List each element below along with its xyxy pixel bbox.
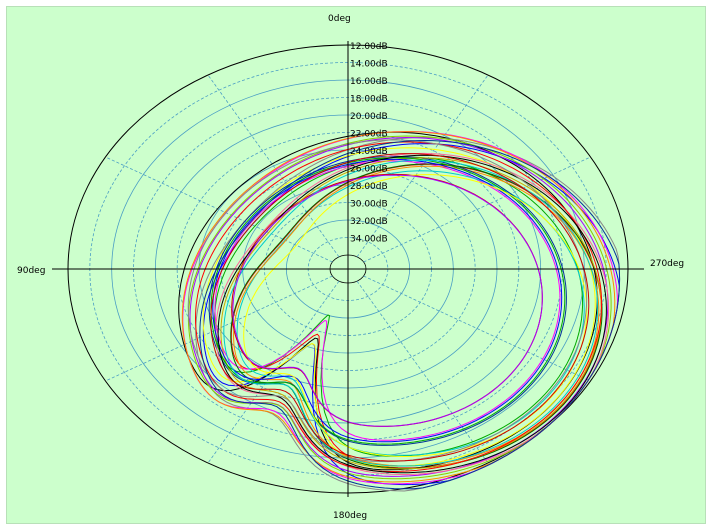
ring-label-28db: 28.00dB bbox=[350, 182, 388, 192]
ring-label-16db: 16.00dB bbox=[350, 77, 388, 87]
ring-label-30db: 30.00dB bbox=[350, 200, 388, 210]
polar-chart: 12.00dB 14.00dB 16.00dB 18.00dB 20.00dB 22.00… bbox=[52, 41, 644, 497]
ring-label-20db: 20.00dB bbox=[350, 112, 388, 122]
angle-label-90deg: 90deg bbox=[17, 266, 46, 276]
spoke-240deg bbox=[105, 275, 333, 382]
ring-label-22db: 22.00dB bbox=[350, 130, 388, 140]
spoke-330deg bbox=[207, 74, 340, 258]
series-curve bbox=[232, 174, 543, 427]
ring-label-14db: 14.00dB bbox=[350, 60, 388, 70]
ring-label-26db: 26.00dB bbox=[350, 165, 388, 175]
spoke-300deg bbox=[105, 156, 333, 263]
angle-label-270deg: 270deg bbox=[650, 259, 685, 269]
ring-label-24db: 24.00dB bbox=[350, 147, 388, 157]
ring-label-34db: 34.00dB bbox=[350, 235, 388, 245]
spoke-210deg bbox=[207, 280, 340, 464]
spoke-150deg bbox=[356, 280, 489, 464]
series-group bbox=[178, 130, 621, 492]
spoke-120deg bbox=[363, 275, 591, 382]
ring-label-18db: 18.00dB bbox=[350, 95, 388, 105]
ring-label-32db: 32.00dB bbox=[350, 217, 388, 227]
spoke-60deg bbox=[363, 156, 591, 263]
series-curve bbox=[202, 143, 620, 486]
ring-labels: 12.00dB 14.00dB 16.00dB 18.00dB 20.00dB 22.00… bbox=[350, 42, 388, 245]
polar-axes bbox=[52, 41, 644, 497]
angle-label-180deg: 180deg bbox=[333, 511, 368, 521]
plot-area: 12.00dB 14.00dB 16.00dB 18.00dB 20.00dB 22.00… bbox=[6, 6, 706, 524]
ring-label-12db: 12.00dB bbox=[350, 42, 388, 52]
angle-label-0deg: 0deg bbox=[328, 14, 351, 24]
